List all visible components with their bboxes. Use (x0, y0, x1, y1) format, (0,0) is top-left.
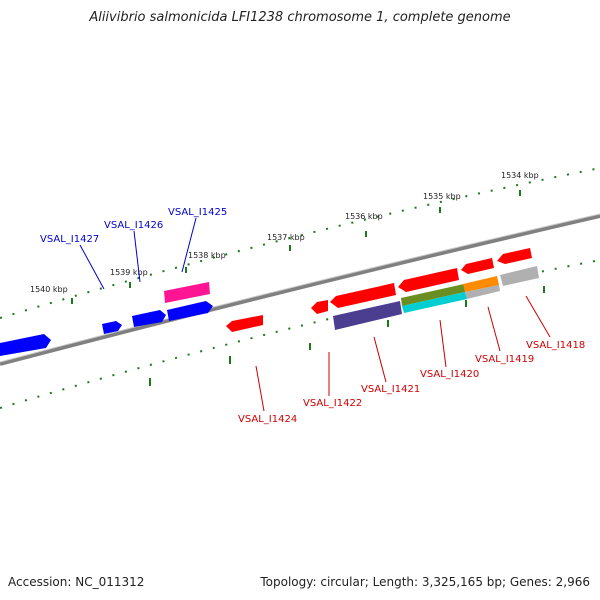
scale-label: 1540 kbp (30, 285, 68, 294)
scale-label: 1539 kbp (110, 268, 148, 277)
scale-label: 1537 kbp (267, 233, 305, 242)
scale-label: 1538 kbp (188, 251, 226, 260)
gene-arrow[interactable] (330, 283, 396, 308)
map-title: Aliivibrio salmonicida LFI1238 chromosom… (89, 10, 511, 25)
topology-text: Topology: circular; Length: 3,325,165 bp… (260, 575, 590, 589)
gene-box[interactable] (402, 292, 467, 313)
gene-arrow[interactable] (226, 315, 263, 332)
gene-label[interactable]: VSAL_I1426 (104, 220, 163, 231)
gene-label[interactable]: VSAL_I1422 (303, 398, 362, 409)
gene-label[interactable]: VSAL_I1424 (238, 414, 297, 425)
gene-arrow[interactable] (0, 334, 51, 356)
gene-box[interactable] (500, 266, 539, 286)
gene-box[interactable] (164, 282, 210, 303)
gene-arrow[interactable] (398, 268, 459, 292)
scale-label: 1534 kbp (501, 171, 539, 180)
scale-label: 1535 kbp (423, 192, 461, 201)
accession-text: Accession: NC_011312 (8, 575, 145, 589)
gene-box[interactable] (333, 301, 402, 330)
gene-label[interactable]: VSAL_I1419 (475, 354, 534, 365)
reverse-genes (226, 248, 539, 332)
genome-backbone (0, 214, 600, 366)
gene-arrow[interactable] (311, 300, 328, 314)
gene-label[interactable]: VSAL_I1421 (361, 384, 420, 395)
gene-arrow[interactable] (461, 258, 494, 274)
gene-arrow[interactable] (167, 301, 213, 321)
gene-arrow[interactable] (102, 321, 122, 334)
genome-backbone-highlight (0, 213, 600, 363)
gene-arrow[interactable] (132, 310, 166, 327)
gene-label[interactable]: VSAL_I1425 (168, 207, 227, 218)
gene-box[interactable] (401, 284, 465, 306)
gene-box[interactable] (463, 276, 499, 292)
gene-label[interactable]: VSAL_I1418 (526, 340, 585, 351)
forward-genes (0, 282, 213, 356)
gene-arrow[interactable] (497, 248, 532, 264)
gene-box[interactable] (465, 285, 500, 299)
inner-major-ticks (149, 286, 545, 386)
outer-major-ticks (71, 190, 521, 304)
label-leaders (79, 217, 551, 412)
gene-label[interactable]: VSAL_I1420 (420, 369, 479, 380)
scale-label: 1536 kbp (345, 212, 383, 221)
gene-label[interactable]: VSAL_I1427 (40, 234, 99, 245)
